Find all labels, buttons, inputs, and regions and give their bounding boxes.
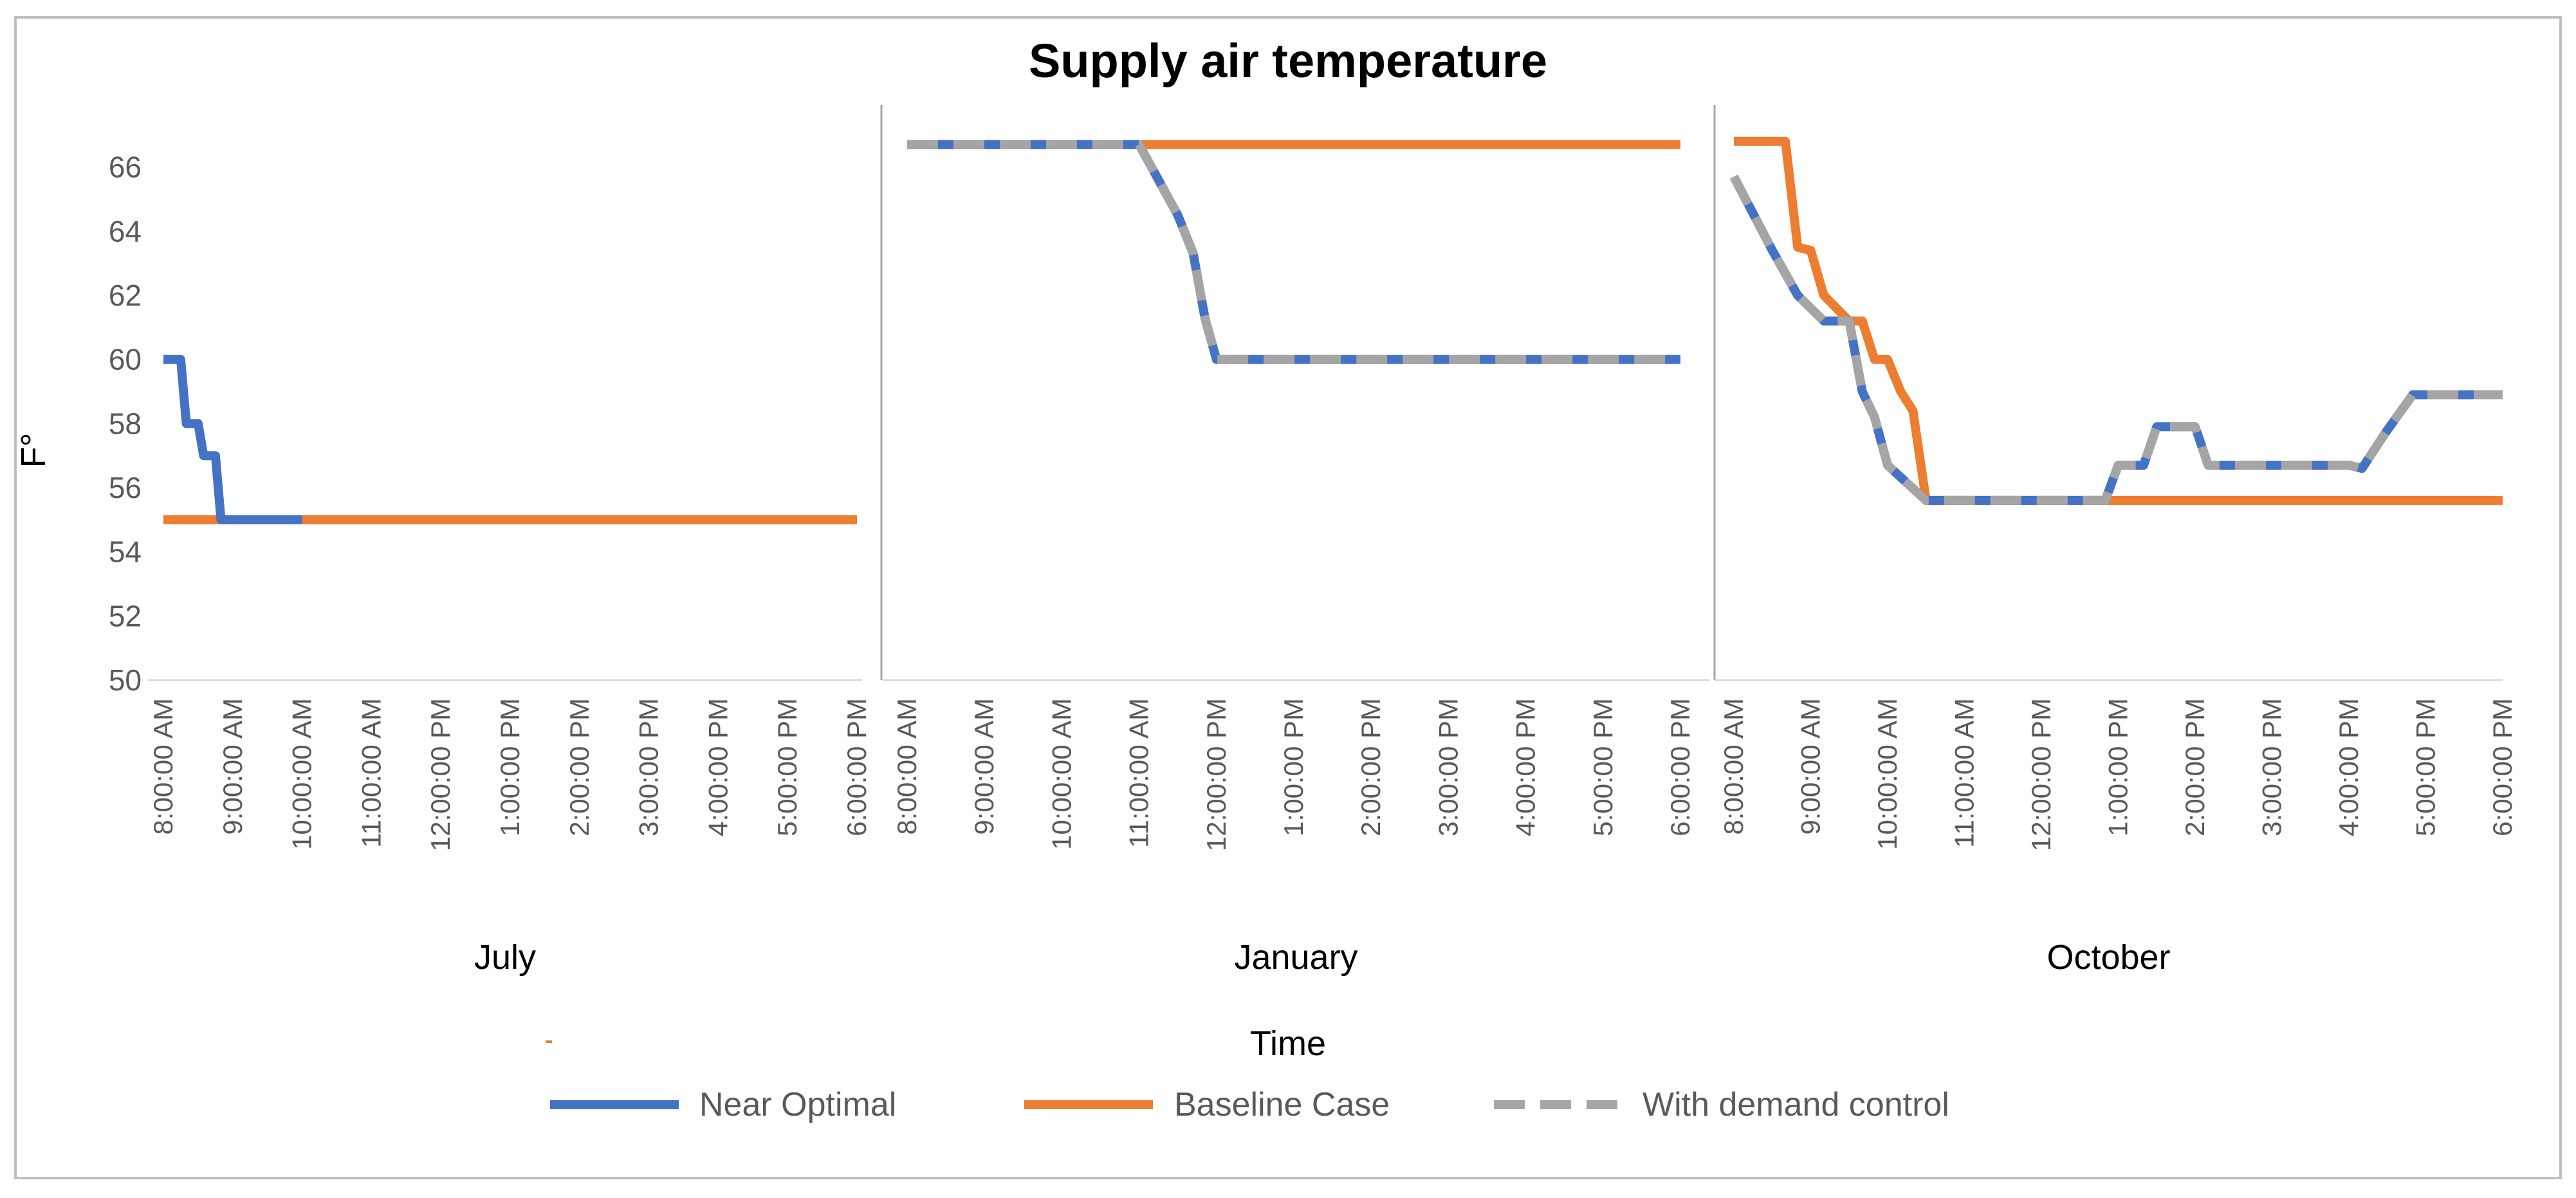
orange-tick-mark	[546, 1040, 552, 1043]
x-tick-label: 4:00:00 PM	[1511, 698, 1541, 836]
x-tick-label: 5:00:00 PM	[772, 698, 802, 836]
x-tick-label: 12:00:00 PM	[2026, 698, 2056, 851]
x-tick-label: 2:00:00 PM	[1356, 698, 1386, 836]
y-tick-label-50: 50	[109, 663, 142, 697]
chart-title: Supply air temperature	[1029, 34, 1547, 88]
x-tick-label: 6:00:00 PM	[842, 698, 872, 836]
x-tick-label: 2:00:00 PM	[2180, 698, 2210, 836]
x-tick-label: 12:00:00 PM	[1201, 698, 1231, 851]
y-tick-label-64: 64	[109, 214, 142, 248]
series-line-near-optimal-january	[907, 140, 1680, 364]
y-axis: 50 52 54 56 58 60 62 64 66	[109, 151, 142, 697]
x-tick-label: 4:00:00 PM	[2333, 698, 2364, 836]
x-tick-label: 3:00:00 PM	[1433, 698, 1463, 836]
x-tick-label: 3:00:00 PM	[2257, 698, 2287, 836]
x-tick-label: 1:00:00 PM	[1278, 698, 1309, 836]
x-tick-label: 1:00:00 PM	[2103, 698, 2133, 836]
y-tick-label-60: 60	[109, 343, 142, 376]
legend-label-baseline-case: Baseline Case	[1174, 1086, 1390, 1123]
x-tick-label: 8:00:00 AM	[892, 698, 922, 834]
x-tick-label: 4:00:00 PM	[703, 698, 733, 836]
panel-october: 8:00:00 AM 9:00:00 AM 10:00:00 AM 11:00:00 …	[1715, 136, 2517, 977]
legend: Near Optimal Baseline Case With demand c…	[550, 1086, 1949, 1123]
x-tick-label: 11:00:00 AM	[1124, 698, 1154, 848]
x-tick-label: 5:00:00 PM	[2411, 698, 2441, 836]
x-tick-label: 6:00:00 PM	[1665, 698, 1695, 836]
y-tick-label-54: 54	[109, 535, 142, 569]
y-tick-label-56: 56	[109, 471, 142, 504]
panel-january: 8:00:00 AM 9:00:00 AM 10:00:00 AM 11:00:00 …	[883, 140, 1709, 977]
x-tick-label: 10:00:00 AM	[1872, 698, 1902, 850]
y-tick-label-66: 66	[109, 151, 142, 184]
x-tick-label: 10:00:00 AM	[1046, 698, 1076, 850]
chart-frame	[14, 16, 2562, 1179]
x-tick-label: 10:00:00 AM	[287, 698, 317, 850]
x-axis-label: Time	[1250, 1024, 1326, 1063]
x-tick-label: 9:00:00 AM	[1796, 698, 1826, 834]
series-line-with-demand-control-october	[1729, 174, 2503, 505]
x-tick-label: 5:00:00 PM	[1588, 698, 1618, 836]
x-tick-label: 8:00:00 AM	[1718, 698, 1749, 834]
x-tick-label: 2:00:00 PM	[564, 698, 594, 836]
legend-label-with-demand-control: With demand control	[1642, 1086, 1949, 1123]
panel-july: 8:00:00 AM 9:00:00 AM 10:00:00 AM 11:00:00 …	[148, 355, 872, 977]
x-tick-label: 12:00:00 PM	[425, 698, 455, 851]
x-tick-label: 3:00:00 PM	[634, 698, 664, 836]
y-tick-label-58: 58	[109, 407, 142, 440]
x-tick-label: 9:00:00 AM	[969, 698, 999, 834]
panel-label-july: July	[474, 938, 536, 977]
x-tick-label: 11:00:00 AM	[356, 698, 386, 848]
legend-label-near-optimal: Near Optimal	[699, 1086, 896, 1123]
panel-label-october: October	[2047, 938, 2170, 977]
y-tick-label-52: 52	[109, 599, 142, 632]
panel-label-january: January	[1234, 938, 1357, 977]
y-tick-label-62: 62	[109, 279, 142, 312]
series-line-near-optimal-july	[163, 355, 302, 524]
x-tick-label: 11:00:00 AM	[1949, 698, 1980, 848]
x-tick-label: 6:00:00 PM	[2487, 698, 2517, 836]
x-tick-label: 9:00:00 AM	[217, 698, 248, 834]
series-line-with-demand-control-january	[907, 140, 1680, 364]
y-axis-label: F°	[14, 433, 53, 468]
x-tick-label: 1:00:00 PM	[495, 698, 525, 836]
panels: 8:00:00 AM 9:00:00 AM 10:00:00 AM 11:00:00 …	[148, 105, 2517, 977]
x-tick-label: 8:00:00 AM	[148, 698, 178, 834]
